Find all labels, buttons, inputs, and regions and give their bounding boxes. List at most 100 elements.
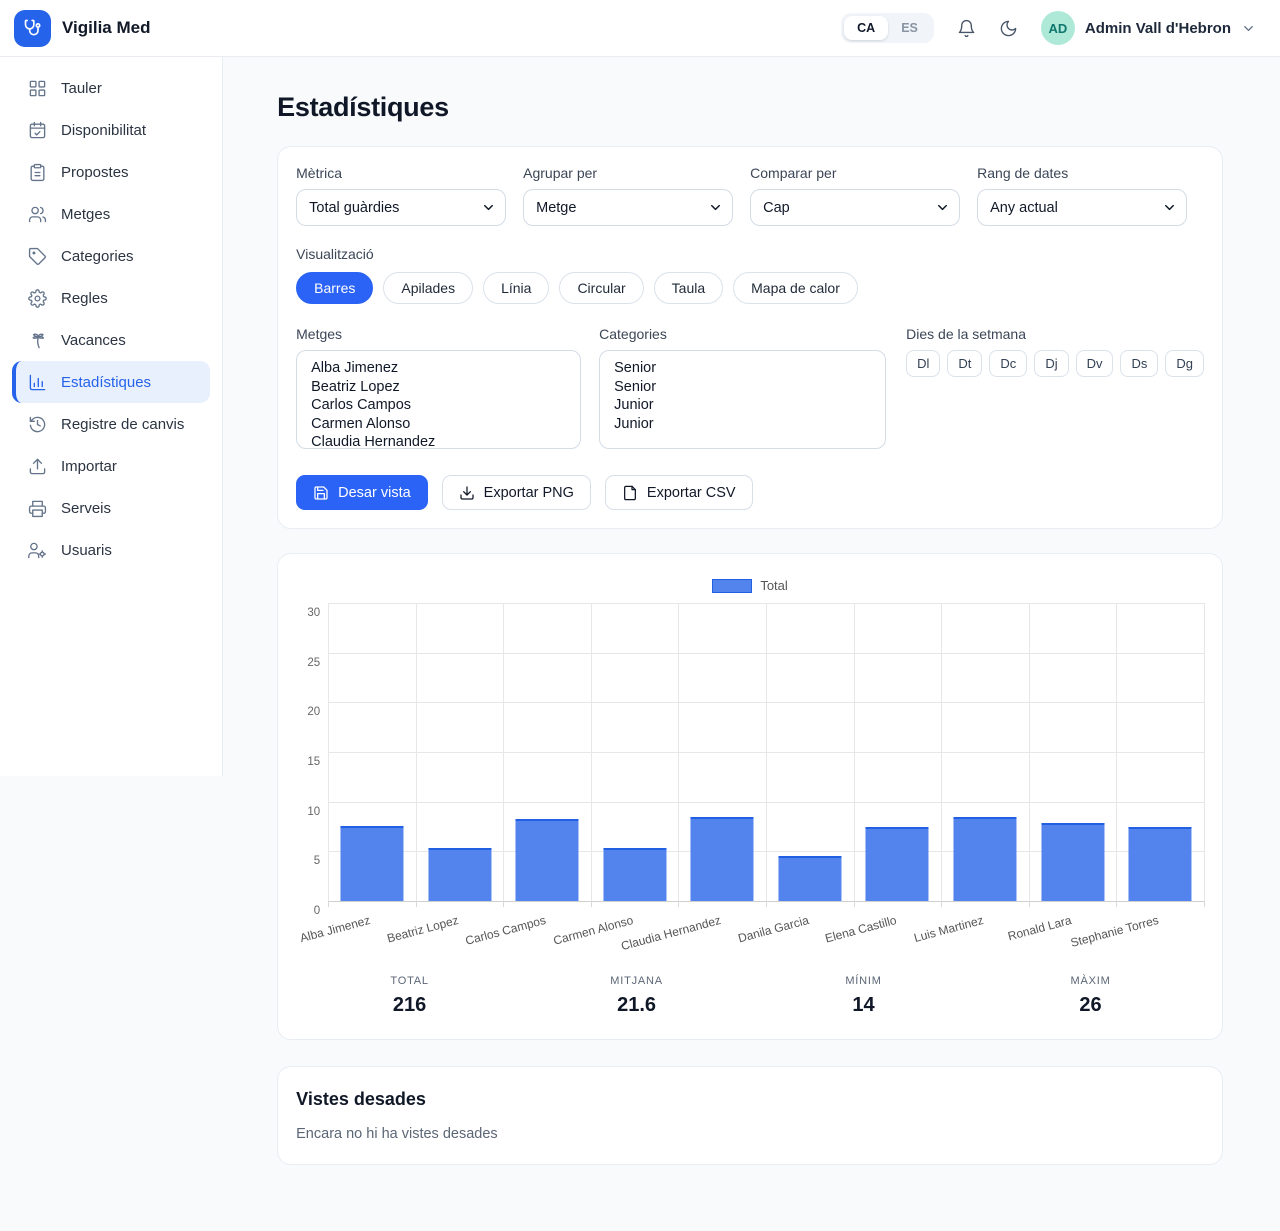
stat-mitjana: MITJANA 21.6 — [523, 975, 750, 1017]
stat-value: 14 — [852, 994, 875, 1016]
language-option-ca[interactable]: CA — [844, 16, 889, 40]
x-tick-mark — [590, 901, 592, 907]
saved-views-title: Vistes desades — [296, 1089, 426, 1109]
categories-group: Categories Senior Senior Junior Junior — [599, 326, 887, 449]
sidebar-item-vacances[interactable]: Vacances — [12, 319, 210, 361]
x-tick-mark — [766, 901, 768, 907]
stat-value: 21.6 — [617, 994, 657, 1016]
metges-option[interactable]: Alba Jimenez — [311, 360, 399, 376]
chart-bar-claudia-hernandez — [690, 816, 754, 901]
file-icon — [623, 485, 636, 500]
agrupar-per-select[interactable]: Metge — [523, 189, 734, 226]
chart-bar-stephanie-torres — [1128, 826, 1192, 901]
weekday-chip-dv[interactable]: Dv — [1075, 350, 1114, 377]
metges-listbox[interactable]: Alba Jimenez Beatriz Lopez Carlos Campos Ca… — [296, 350, 582, 449]
weekday-chip-dj[interactable]: Dj — [1034, 350, 1069, 377]
gridline-v — [678, 603, 680, 901]
viz-pill-apilades[interactable]: Apilades — [383, 272, 474, 304]
metges-option[interactable]: Carlos Campos — [311, 397, 412, 413]
download-icon — [460, 485, 474, 500]
metrica-select[interactable]: Total guàrdies — [296, 189, 507, 226]
sidebar-item-label: Tauler — [61, 79, 102, 97]
weekday-chip-dc[interactable]: Dc — [989, 350, 1028, 377]
chart-bar-carmen-alonso — [603, 848, 667, 901]
x-tick-mark — [503, 901, 505, 907]
sidebar-item-categories[interactable]: Categories — [12, 235, 210, 277]
weekday-chips: Dl Dt Dc Dj Dv Ds Dg — [906, 350, 1204, 377]
select-wrapper: Metge — [523, 189, 734, 226]
exportar-png-button[interactable]: Exportar PNG — [441, 475, 591, 510]
x-tick-mark — [678, 901, 680, 907]
categories-option[interactable]: Senior — [614, 378, 657, 395]
gridline-v — [1116, 603, 1118, 901]
categories-option[interactable]: Senior — [614, 360, 657, 376]
metges-option[interactable]: Claudia Hernandez — [311, 434, 436, 449]
filter-field-comparar-per: Comparar per Cap — [750, 165, 961, 226]
x-tick-mark — [1028, 901, 1030, 907]
viz-pill-taula[interactable]: Taula — [653, 272, 724, 304]
sidebar-item-usuaris[interactable]: Usuaris — [12, 529, 210, 571]
rang-de-dates-select[interactable]: Any actual — [977, 189, 1188, 226]
categories-option[interactable]: Junior — [614, 397, 654, 413]
gridline-v — [766, 603, 768, 901]
sidebar-item-serveis[interactable]: Serveis — [12, 487, 210, 529]
language-toggle[interactable]: CA ES — [841, 13, 934, 43]
comparar-per-select[interactable]: Cap — [750, 189, 961, 226]
dashboard-grid-icon — [29, 80, 46, 96]
filter-field-metrica: Mètrica Total guàrdies — [296, 165, 507, 226]
filter-fields: Mètrica Total guàrdies Agrupar per Metge… — [296, 165, 1204, 226]
viz-pill-circular[interactable]: Circular — [559, 272, 644, 304]
categories-listbox[interactable]: Senior Senior Junior Junior — [599, 350, 887, 449]
legend-swatch — [712, 578, 753, 593]
x-axis-label: Stephanie Torres — [1069, 913, 1161, 950]
sidebar-item-importar[interactable]: Importar — [12, 445, 210, 487]
desar-vista-button[interactable]: Desar vista — [296, 475, 428, 510]
save-icon — [314, 485, 328, 500]
select-wrapper: Total guàrdies — [296, 189, 507, 226]
notifications-button[interactable] — [957, 19, 976, 38]
chart-bar-carlos-campos — [515, 818, 579, 901]
sidebar-item-estadistiques[interactable]: Estadístiques — [12, 361, 211, 403]
metges-option[interactable]: Carmen Alonso — [311, 415, 411, 432]
user-gear-icon — [28, 542, 47, 558]
weekday-chip-dg[interactable]: Dg — [1165, 350, 1204, 377]
viz-pill-linia[interactable]: Línia — [483, 272, 550, 304]
y-tick-label: 0 — [313, 905, 321, 917]
categories-label: Categories — [599, 326, 667, 342]
viz-pill-barres[interactable]: Barres — [296, 272, 374, 304]
language-option-es[interactable]: ES — [901, 21, 918, 35]
viz-pill-mapa-de-calor[interactable]: Mapa de calor — [733, 272, 858, 304]
bar-chart-icon — [29, 374, 46, 390]
sidebar-item-tauler[interactable]: Tauler — [12, 67, 210, 109]
sidebar-item-disponibilitat[interactable]: Disponibilitat — [12, 109, 210, 151]
dark-mode-button[interactable] — [999, 19, 1018, 38]
filter-actions: Desar vista Exportar PNG Exportar CSV — [296, 475, 1204, 510]
gridline-v — [853, 603, 855, 901]
categories-option[interactable]: Junior — [614, 415, 654, 432]
main-content: Estadístiques Mètrica Total guàrdies Agr… — [223, 57, 1280, 1165]
metges-option[interactable]: Beatriz Lopez — [311, 378, 400, 395]
saved-views-empty-text: Encara no hi ha vistes desades — [296, 1126, 498, 1142]
moon-icon — [1000, 20, 1017, 36]
weekday-chip-dl[interactable]: Dl — [906, 350, 941, 377]
y-tick-label: 5 — [313, 855, 321, 868]
metges-label: Metges — [296, 326, 343, 342]
sidebar-item-regles[interactable]: Regles — [12, 277, 210, 319]
sidebar-item-registre-de-canvis[interactable]: Registre de canvis — [12, 403, 210, 445]
chart-bar-danila-garcia — [778, 856, 842, 901]
exportar-csv-button[interactable]: Exportar CSV — [604, 475, 753, 510]
weekday-chip-dt[interactable]: Dt — [947, 350, 983, 377]
user-menu[interactable]: AD Admin Vall d'Hebron — [1040, 11, 1256, 45]
history-icon — [29, 416, 46, 432]
x-tick-mark — [1204, 901, 1205, 907]
sidebar-item-metges[interactable]: Metges — [12, 193, 210, 235]
sidebar-item-label: Importar — [61, 457, 117, 475]
sidebar-item-label: Metges — [61, 205, 111, 223]
sidebar-item-propostes[interactable]: Propostes — [12, 151, 210, 193]
weekday-chip-ds[interactable]: Ds — [1120, 350, 1159, 377]
gridline-v — [1028, 603, 1030, 901]
x-tick-mark — [1116, 901, 1118, 907]
filter-field-label: Mètrica — [296, 165, 343, 181]
bar-chart[interactable]: 0 5 10 15 20 25 30 Alba Jimenez Beatriz Lopez Ca… — [296, 603, 1205, 953]
sidebar-item-label: Usuaris — [61, 541, 112, 559]
